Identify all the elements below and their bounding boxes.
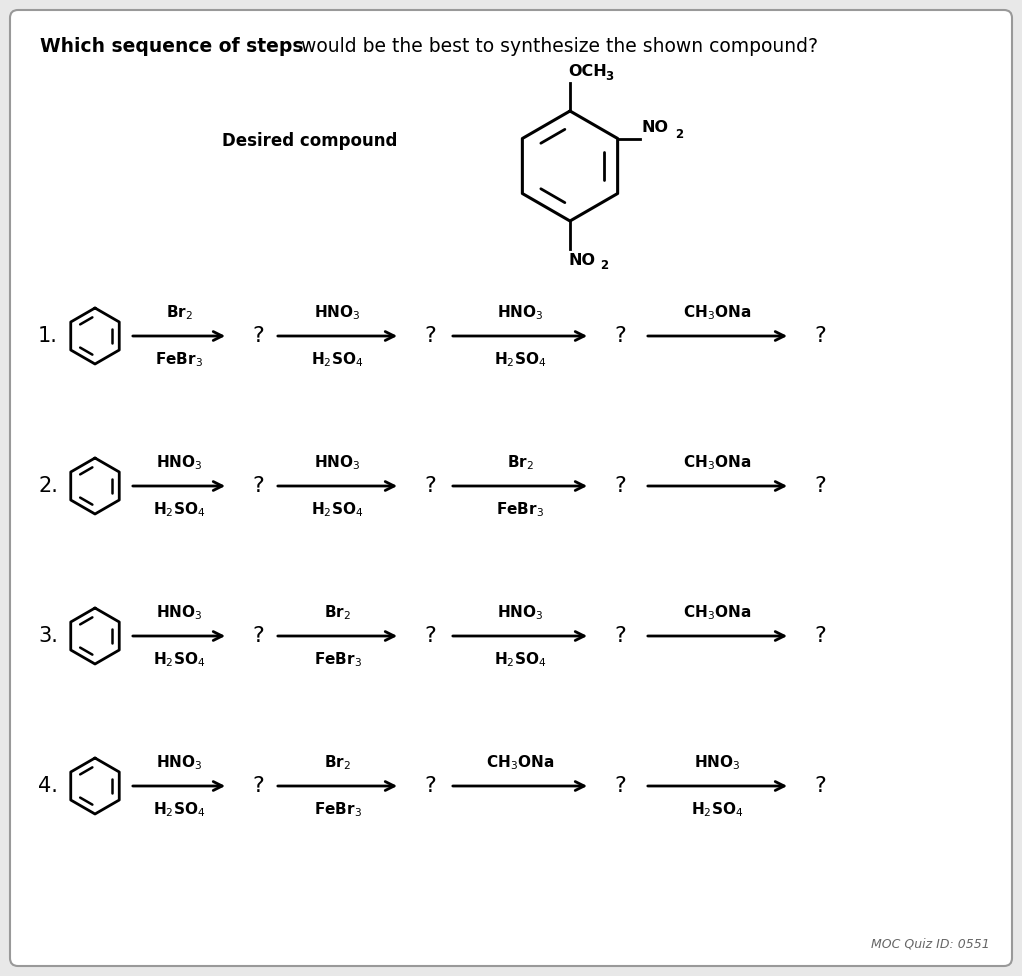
Text: ?: ? (424, 326, 435, 346)
Text: Br$_2$: Br$_2$ (324, 753, 351, 772)
Text: HNO$_3$: HNO$_3$ (155, 603, 202, 622)
Text: Br$_2$: Br$_2$ (507, 453, 533, 472)
FancyBboxPatch shape (10, 10, 1012, 966)
Text: HNO$_3$: HNO$_3$ (694, 753, 741, 772)
Text: ?: ? (424, 476, 435, 496)
Text: FeBr$_3$: FeBr$_3$ (314, 650, 362, 669)
Text: HNO$_3$: HNO$_3$ (155, 453, 202, 472)
Text: Which sequence of steps: Which sequence of steps (40, 36, 304, 56)
Text: 4.: 4. (38, 776, 58, 796)
Text: ?: ? (252, 476, 264, 496)
Text: ?: ? (815, 476, 826, 496)
Text: Desired compound: Desired compound (223, 132, 398, 150)
Text: 3.: 3. (38, 626, 58, 646)
Text: FeBr$_3$: FeBr$_3$ (314, 800, 362, 819)
Text: HNO$_3$: HNO$_3$ (314, 304, 361, 322)
Text: HNO$_3$: HNO$_3$ (497, 304, 544, 322)
Text: 2: 2 (600, 259, 608, 272)
Text: NO: NO (568, 253, 595, 268)
Text: H$_2$SO$_4$: H$_2$SO$_4$ (153, 500, 205, 518)
Text: ?: ? (424, 626, 435, 646)
Text: H$_2$SO$_4$: H$_2$SO$_4$ (691, 800, 744, 819)
Text: FeBr$_3$: FeBr$_3$ (155, 350, 203, 369)
Text: ?: ? (614, 326, 625, 346)
Text: H$_2$SO$_4$: H$_2$SO$_4$ (153, 800, 205, 819)
Text: 2: 2 (675, 128, 683, 141)
Text: H$_2$SO$_4$: H$_2$SO$_4$ (153, 650, 205, 669)
Text: 2.: 2. (38, 476, 58, 496)
Text: CH$_3$ONa: CH$_3$ONa (485, 753, 554, 772)
Text: FeBr$_3$: FeBr$_3$ (496, 500, 544, 518)
Text: CH$_3$ONa: CH$_3$ONa (684, 603, 751, 622)
Text: Br$_2$: Br$_2$ (166, 304, 192, 322)
Text: ?: ? (252, 776, 264, 796)
Text: ?: ? (252, 626, 264, 646)
Text: ?: ? (815, 626, 826, 646)
Text: NO: NO (642, 120, 668, 136)
Text: ?: ? (815, 776, 826, 796)
Text: H$_2$SO$_4$: H$_2$SO$_4$ (312, 500, 364, 518)
Text: MOC Quiz ID: 0551: MOC Quiz ID: 0551 (871, 938, 990, 951)
Text: ?: ? (252, 326, 264, 346)
Text: 1.: 1. (38, 326, 58, 346)
Text: H$_2$SO$_4$: H$_2$SO$_4$ (494, 350, 546, 369)
Text: ?: ? (424, 776, 435, 796)
Text: ?: ? (614, 626, 625, 646)
Text: H$_2$SO$_4$: H$_2$SO$_4$ (312, 350, 364, 369)
Text: ?: ? (614, 776, 625, 796)
Text: ?: ? (815, 326, 826, 346)
Text: CH$_3$ONa: CH$_3$ONa (684, 453, 751, 472)
Text: HNO$_3$: HNO$_3$ (155, 753, 202, 772)
Text: Br$_2$: Br$_2$ (324, 603, 351, 622)
Text: HNO$_3$: HNO$_3$ (497, 603, 544, 622)
Text: HNO$_3$: HNO$_3$ (314, 453, 361, 472)
Text: 3: 3 (605, 70, 613, 83)
Text: CH$_3$ONa: CH$_3$ONa (684, 304, 751, 322)
Text: would be the best to synthesize the shown compound?: would be the best to synthesize the show… (295, 36, 818, 56)
Text: H$_2$SO$_4$: H$_2$SO$_4$ (494, 650, 546, 669)
Text: ?: ? (614, 476, 625, 496)
Text: OCH: OCH (568, 64, 607, 79)
